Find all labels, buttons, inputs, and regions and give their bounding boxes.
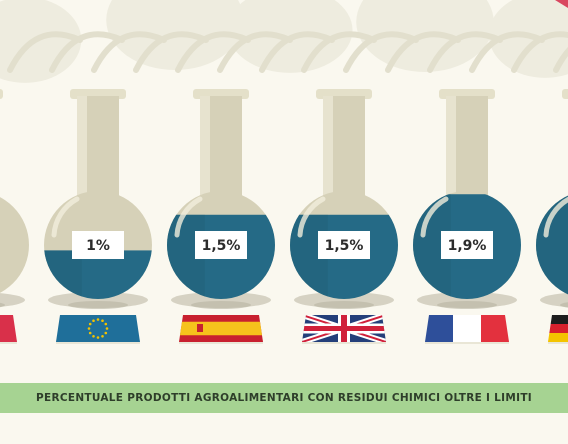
leaf-stroke	[427, 31, 503, 73]
flask-bulb	[0, 197, 29, 293]
flag-stripe	[425, 315, 453, 342]
value-label: 1,9%	[448, 238, 487, 254]
value-label-box	[318, 231, 370, 259]
flag-field	[0, 315, 17, 342]
flask-glint	[297, 196, 326, 238]
leaf-stroke	[385, 31, 461, 73]
leaf-stroke	[49, 31, 125, 73]
leaf-stroke	[301, 31, 377, 73]
flask-illustration: 1% 1,5% 1,5% 1,9%	[0, 0, 568, 344]
flag-star	[96, 318, 100, 321]
flag-star	[88, 322, 92, 326]
value-label: 1%	[86, 238, 110, 254]
flag-red-partial	[0, 315, 17, 344]
flag-star	[96, 336, 100, 339]
flask-4: 1,5%	[290, 89, 398, 344]
flask-shadow	[540, 292, 568, 308]
leaf-stroke	[133, 31, 209, 73]
leaf-stroke	[343, 31, 419, 73]
flask-glint	[543, 196, 568, 238]
flag-stripe	[548, 333, 568, 342]
flask-neck-highlight	[323, 96, 333, 211]
value-label-box	[195, 231, 247, 259]
flask-neck-highlight	[446, 96, 456, 211]
flag-spain	[179, 315, 263, 344]
flask-shadow-inner	[0, 302, 5, 308]
caption-bar: PERCENTUALE PRODOTTI AGROALIMENTARI CON …	[0, 383, 568, 413]
flask-neck-highlight	[200, 96, 210, 211]
flag-star	[92, 319, 95, 323]
value-label: 1,5%	[325, 238, 364, 254]
value-label-box	[72, 231, 124, 259]
value-label: 1,5%	[202, 238, 241, 254]
flask-shadow-inner	[437, 301, 497, 309]
flag-star	[101, 319, 104, 323]
flag-star	[104, 322, 108, 326]
leaf-stroke	[175, 31, 251, 73]
flag-cross-red	[302, 326, 386, 331]
flag-stripe	[481, 315, 509, 342]
caption-text: PERCENTUALE PRODOTTI AGROALIMENTARI CON …	[35, 392, 532, 404]
flask-neck-highlight	[77, 96, 87, 211]
flag-star	[87, 327, 91, 330]
flask-glint	[174, 196, 203, 238]
leaf-stroke	[91, 31, 167, 73]
flag-stripe	[453, 315, 481, 342]
flask-5: 1,9%	[413, 89, 521, 344]
leaf-stroke	[217, 31, 293, 73]
flask-shadow-inner	[560, 302, 568, 308]
flag-star	[88, 331, 92, 335]
corner-accent	[555, 0, 568, 8]
flask-1	[0, 89, 29, 344]
flask-shadow-inner	[68, 301, 128, 309]
flask-glint	[420, 196, 449, 238]
leaf-stroke	[553, 47, 568, 73]
flag-star	[92, 334, 95, 338]
flask-2: 1%	[44, 89, 152, 344]
leaf-stroke	[511, 31, 568, 73]
cloud-shape	[0, 0, 82, 83]
flask-rim	[562, 89, 568, 99]
flag-stripe	[548, 324, 568, 333]
flag-uk	[302, 315, 386, 344]
flag-eu	[56, 315, 140, 344]
flask-rim	[0, 89, 3, 99]
leaf-stroke	[7, 31, 83, 73]
flag-germany	[548, 315, 568, 344]
flask-shadow-inner	[191, 301, 251, 309]
cloud-shape	[488, 0, 568, 78]
flag-france	[425, 315, 509, 344]
leaf-stroke	[259, 31, 335, 73]
flag-stripe	[179, 321, 263, 336]
flag-star	[101, 334, 104, 338]
flag-emblem	[197, 324, 203, 332]
flag-star	[105, 327, 109, 330]
leaf-stroke	[469, 31, 545, 73]
value-label-box	[441, 231, 493, 259]
flag-star	[104, 331, 108, 335]
flask-3: 1,5%	[167, 89, 275, 344]
flask-shadow	[0, 293, 25, 307]
flask-glint	[51, 196, 80, 238]
flask-shadow-inner	[314, 301, 374, 309]
flag-stripe	[548, 315, 568, 324]
